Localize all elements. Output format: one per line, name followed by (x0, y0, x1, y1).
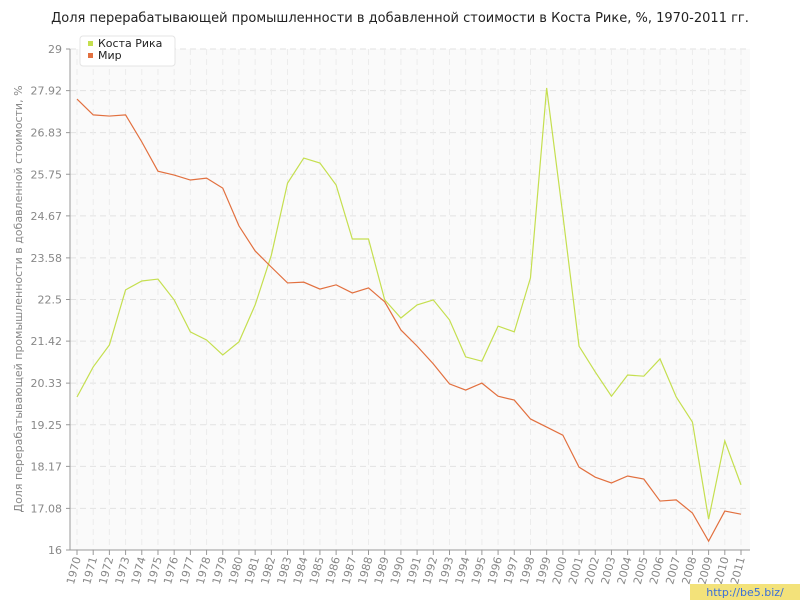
y-tick-label: 22.5 (38, 294, 63, 307)
series-line (76, 98, 742, 543)
y-tick-label: 21.42 (31, 335, 63, 348)
watermark: http://be5.biz/ (706, 586, 784, 599)
legend-label: Коста Рика (98, 37, 162, 50)
y-tick-label: 24.67 (31, 210, 63, 223)
y-tick-label: 19.25 (31, 419, 63, 432)
y-tick-label: 25.75 (31, 168, 63, 181)
y-tick-label: 27.92 (31, 85, 63, 98)
y-tick-label: 29 (48, 43, 62, 56)
chart-title: Доля перерабатывающей промышленности в д… (51, 11, 749, 26)
y-tick-label: 16 (48, 544, 62, 557)
legend-box (79, 35, 176, 67)
legend-label: Мир (98, 49, 122, 62)
y-axis-label: Доля перерабатывающей промышленности в д… (12, 85, 25, 512)
legend-swatch (88, 41, 93, 46)
y-tick-label: 20.33 (31, 377, 63, 390)
watermark-box (690, 584, 800, 600)
y-tick-label: 17.08 (31, 502, 63, 515)
y-tick-label: 18.17 (31, 460, 63, 473)
y-tick-label: 26.83 (31, 127, 63, 140)
series-line (76, 87, 742, 520)
y-tick-label: 23.58 (31, 252, 63, 265)
legend-swatch (88, 53, 93, 58)
